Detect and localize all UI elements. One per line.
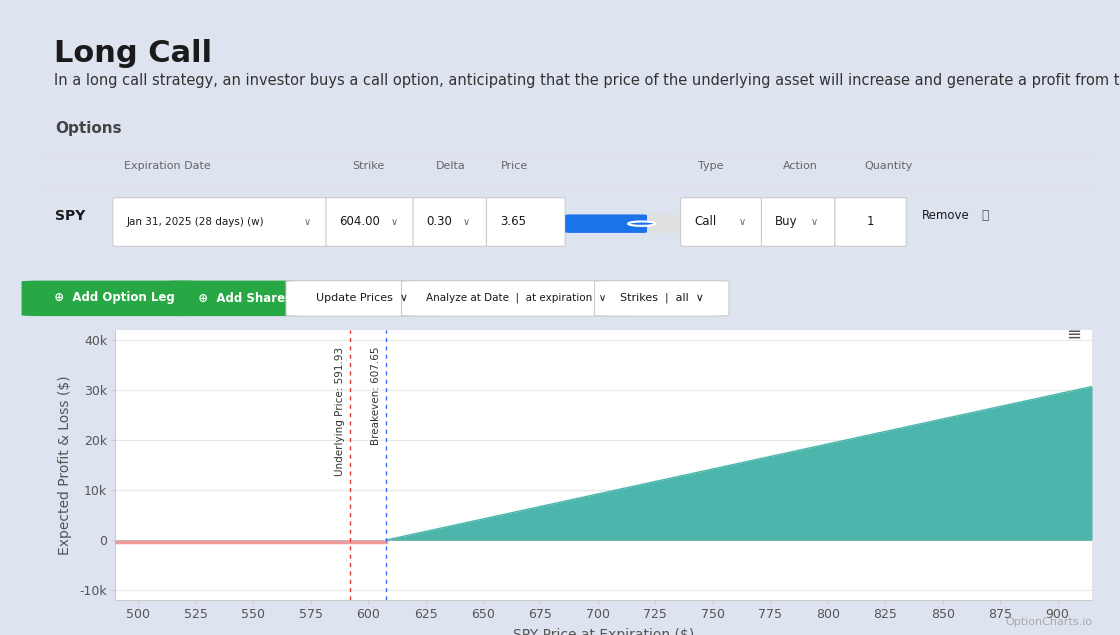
FancyBboxPatch shape <box>486 197 566 246</box>
FancyBboxPatch shape <box>113 197 328 246</box>
Text: Price: Price <box>501 161 529 171</box>
Text: ⊕  Add Option Leg: ⊕ Add Option Leg <box>46 291 175 304</box>
Text: Long Call: Long Call <box>54 39 212 69</box>
Text: Quantity: Quantity <box>865 161 913 171</box>
Text: Breakeven: 607.65: Breakeven: 607.65 <box>371 347 381 446</box>
Text: Action: Action <box>783 161 818 171</box>
FancyBboxPatch shape <box>595 281 729 316</box>
FancyBboxPatch shape <box>21 281 200 316</box>
FancyBboxPatch shape <box>834 197 906 246</box>
FancyBboxPatch shape <box>401 281 631 316</box>
Text: Delta: Delta <box>436 161 466 171</box>
Text: Type: Type <box>699 161 724 171</box>
Text: Options: Options <box>55 121 122 136</box>
Text: Jan 31, 2025 (28 days) (w): Jan 31, 2025 (28 days) (w) <box>127 217 264 227</box>
Text: Call: Call <box>694 215 717 229</box>
Text: Buy: Buy <box>775 215 797 229</box>
Text: ∨: ∨ <box>463 217 469 227</box>
FancyBboxPatch shape <box>566 215 647 233</box>
Text: ⛓: ⛓ <box>982 208 989 222</box>
FancyBboxPatch shape <box>164 281 318 316</box>
Text: ≡: ≡ <box>1065 326 1081 344</box>
Y-axis label: Expected Profit & Loss ($): Expected Profit & Loss ($) <box>58 375 73 555</box>
Text: Underlying Price: 591.93: Underlying Price: 591.93 <box>335 347 345 476</box>
FancyBboxPatch shape <box>681 197 763 246</box>
Text: 0.30: 0.30 <box>427 215 452 229</box>
Text: Strikes  |  all  ∨: Strikes | all ∨ <box>619 293 703 303</box>
Text: OptionCharts.io: OptionCharts.io <box>1005 617 1092 627</box>
Text: 3.65: 3.65 <box>501 215 526 229</box>
Text: Expiration Date: Expiration Date <box>124 161 212 171</box>
Text: 604.00: 604.00 <box>339 215 381 229</box>
Text: SPY: SPY <box>55 208 85 222</box>
Circle shape <box>628 222 655 226</box>
Text: ∨: ∨ <box>304 217 311 227</box>
Text: ∨: ∨ <box>391 217 398 227</box>
Text: Analyze at Date  |  at expiration  ∨: Analyze at Date | at expiration ∨ <box>426 293 606 303</box>
Text: ⊕  Add Shares: ⊕ Add Shares <box>190 291 292 304</box>
FancyBboxPatch shape <box>286 281 438 316</box>
FancyBboxPatch shape <box>762 197 834 246</box>
Text: In a long call strategy, an investor buys a call option, anticipating that the p: In a long call strategy, an investor buy… <box>54 73 1120 88</box>
Text: Update Prices  ∨: Update Prices ∨ <box>316 293 408 303</box>
FancyBboxPatch shape <box>326 197 416 246</box>
Text: ∨: ∨ <box>811 217 818 227</box>
FancyBboxPatch shape <box>413 197 486 246</box>
Text: Remove: Remove <box>922 208 970 222</box>
Text: ∨: ∨ <box>738 217 746 227</box>
X-axis label: SPY Price at Expiration ($): SPY Price at Expiration ($) <box>513 629 694 635</box>
FancyBboxPatch shape <box>566 215 679 233</box>
Text: 1: 1 <box>867 215 875 229</box>
Text: Strike: Strike <box>352 161 384 171</box>
